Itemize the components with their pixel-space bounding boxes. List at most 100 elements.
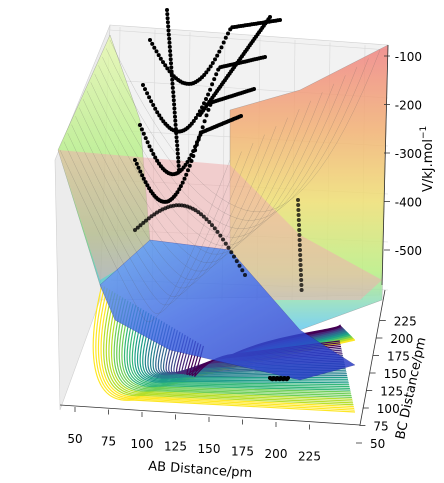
trajectory-point <box>296 208 301 212</box>
trajectory-point <box>240 268 245 273</box>
trajectory-point <box>139 127 144 132</box>
trajectory-point <box>149 148 154 153</box>
z-ticks: -500 -400 -300 -200 -100 <box>384 50 422 258</box>
trajectory-point <box>173 122 178 127</box>
trajectory-point <box>180 180 185 185</box>
trajectory-point <box>298 253 303 257</box>
trajectory-point <box>298 258 303 262</box>
trajectory-point <box>172 110 177 115</box>
trajectory-point <box>193 116 198 120</box>
trajectory-point <box>169 61 173 66</box>
trajectory-point <box>298 248 302 252</box>
trajectory-point <box>268 15 272 19</box>
trajectory-point <box>208 64 213 69</box>
trajectory-point <box>175 190 180 195</box>
trajectory-point <box>147 144 152 149</box>
mesh-line <box>86 90 311 263</box>
trajectory-point <box>215 53 220 58</box>
trajectory-point <box>202 119 207 124</box>
trajectory-point <box>171 98 176 103</box>
trajectory-point <box>141 176 146 181</box>
trajectory-point <box>206 67 211 72</box>
trajectory-point <box>168 53 173 58</box>
x-tick-label: 125 <box>164 440 187 454</box>
x-tick-label: 175 <box>231 445 254 459</box>
trajectory-point <box>174 135 179 140</box>
trajectory-point <box>210 223 214 228</box>
trajectory-point <box>200 125 205 130</box>
trajectory-point <box>232 254 236 259</box>
trajectory-point <box>155 110 160 115</box>
trajectory-point <box>229 250 234 255</box>
trajectory-point <box>145 183 150 188</box>
trajectory-point <box>213 57 217 62</box>
y-tick-label: 100 <box>377 402 400 416</box>
trajectory-point <box>221 237 225 242</box>
trajectory-point <box>141 220 146 225</box>
mesh-line <box>109 39 381 212</box>
trajectory-point <box>149 214 154 219</box>
trajectory-point <box>175 147 180 152</box>
trajectory-point <box>135 225 140 230</box>
trajectory-point <box>173 114 177 119</box>
trajectory-point <box>166 24 171 29</box>
y-tick-label: 175 <box>387 350 410 364</box>
trajectory-point <box>214 72 219 77</box>
trajectory-point <box>163 63 168 68</box>
energy-surface <box>57 34 389 381</box>
trajectory-point <box>191 154 196 158</box>
trajectory-point <box>218 233 223 238</box>
x-ticks: 50 75 100 125 150 175 200 225 <box>67 407 321 464</box>
x-tick-label: 100 <box>131 437 154 451</box>
trajectory-point <box>206 107 211 112</box>
trajectory-point <box>167 40 172 45</box>
mesh-line <box>79 107 288 280</box>
trajectory-point <box>237 263 242 268</box>
trajectory-point <box>156 53 161 58</box>
trajectory-point <box>170 81 175 86</box>
trajectory-point <box>168 49 173 53</box>
trajectory-point <box>177 187 182 192</box>
surface-front-sheet <box>58 150 382 300</box>
trajectory-point <box>234 259 239 264</box>
trajectory-point <box>199 212 203 217</box>
trajectory-point <box>166 32 171 37</box>
trajectory-point <box>167 36 172 41</box>
mesh-line <box>63 141 242 314</box>
trajectory-point <box>221 40 226 45</box>
trajectory-point <box>176 155 181 160</box>
trajectory-point <box>204 217 209 222</box>
trajectory-point <box>207 220 212 224</box>
trajectory-point <box>165 66 170 71</box>
trajectory-point <box>296 203 301 207</box>
x-tick-label: 50 <box>67 432 82 446</box>
z-tick-label: -500 <box>395 244 422 258</box>
z-axis-label-text: V/kJ.mol <box>421 139 436 192</box>
trajectory-point <box>146 216 151 221</box>
trajectory-point <box>151 103 156 107</box>
trajectory-point <box>187 163 192 168</box>
trajectory-point <box>134 161 139 166</box>
x-axis-line <box>59 404 361 426</box>
mesh-line <box>67 133 254 305</box>
trajectory-point <box>186 168 190 173</box>
trajectory-point <box>226 245 231 250</box>
trajectory-point <box>145 140 150 145</box>
x-tick-label: 75 <box>101 435 116 449</box>
trajectory-point <box>148 38 152 42</box>
z-tick-label: -300 <box>395 147 422 161</box>
trajectory-point <box>297 223 301 227</box>
z-axis-label-superscript: −1 <box>419 126 429 139</box>
trajectory-point <box>168 57 173 62</box>
trajectory-point <box>176 163 181 168</box>
y-tick-label: 150 <box>384 367 407 381</box>
mesh-line <box>59 149 231 322</box>
trajectory-point <box>223 35 228 40</box>
trajectory-point <box>170 85 175 90</box>
axes <box>59 44 389 426</box>
trajectory-point <box>178 184 183 189</box>
trajectory-point <box>212 77 217 82</box>
trajectory-point <box>206 92 211 97</box>
trajectory-point <box>299 278 304 282</box>
